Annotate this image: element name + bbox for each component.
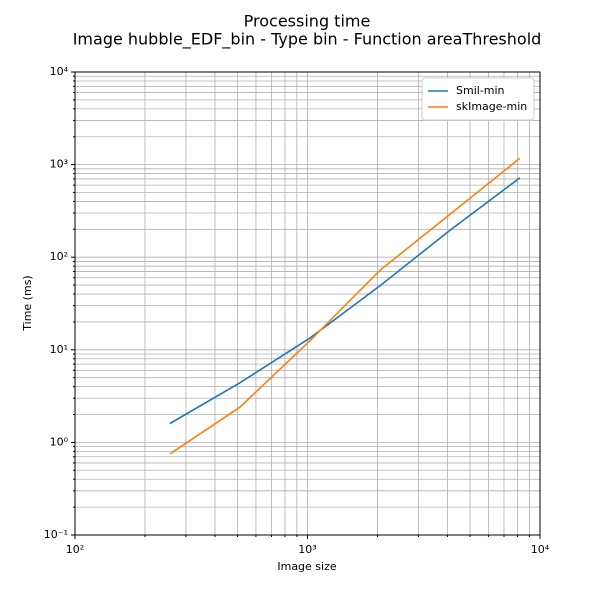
series-line — [169, 157, 521, 455]
plot-frame — [74, 71, 541, 536]
x-tick-label: 10⁴ — [531, 543, 550, 556]
legend-label: Smil-min — [456, 84, 505, 97]
legend-label: skImage-min — [456, 100, 527, 113]
y-axis-label: Time (ms) — [21, 275, 34, 331]
legend: Smil-min skImage-min — [421, 77, 535, 121]
series-line — [169, 177, 521, 425]
x-axis-label: Image size — [277, 560, 337, 573]
chart-subtitle: Image hubble_EDF_bin - Type bin - Functi… — [73, 30, 542, 50]
legend-box — [421, 77, 535, 121]
plot — [169, 157, 521, 455]
y-tick-label: 10² — [50, 250, 68, 263]
x-tick-label: 10³ — [298, 543, 316, 556]
y-tick-label: 10⁰ — [50, 435, 69, 448]
y-tick-label: 10³ — [50, 158, 68, 171]
chart-title: Processing time — [244, 12, 371, 31]
x-tick-label: 10² — [66, 543, 84, 556]
y-tick-label: 10⁻¹ — [44, 528, 68, 541]
y-tick-label: 10⁴ — [50, 65, 69, 78]
y-tick-label: 10¹ — [50, 343, 68, 356]
